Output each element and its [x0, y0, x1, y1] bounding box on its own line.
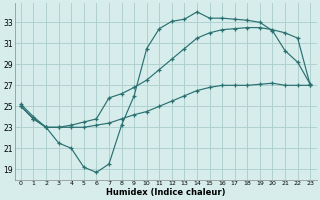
X-axis label: Humidex (Indice chaleur): Humidex (Indice chaleur) [106, 188, 225, 197]
